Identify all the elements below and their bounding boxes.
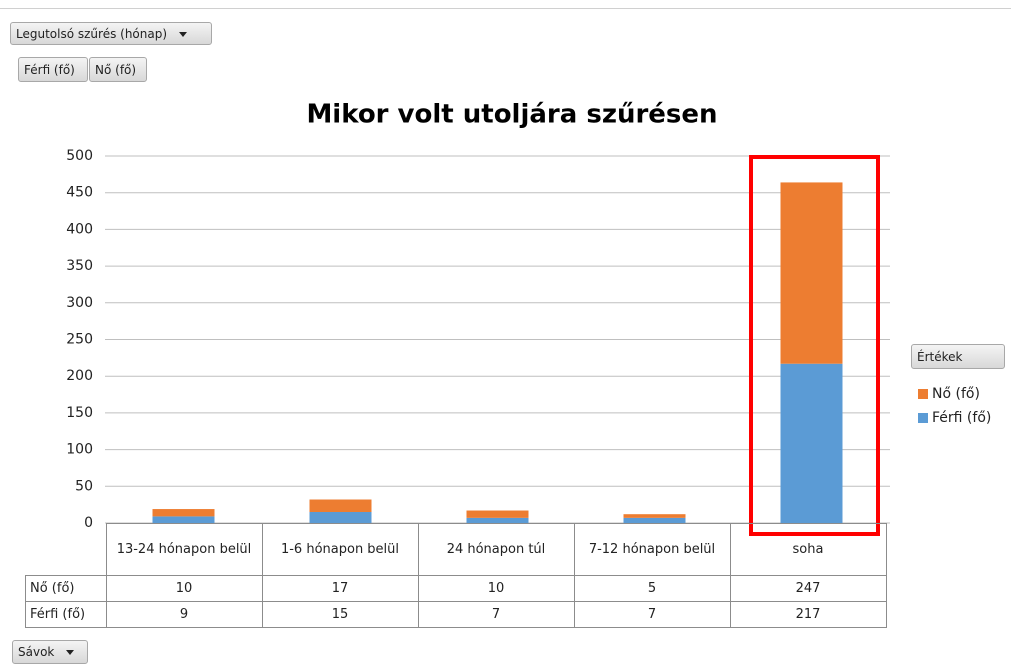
legend-title[interactable]: Értékek xyxy=(911,344,1005,369)
bar-segment xyxy=(780,363,843,523)
y-tick-label: 250 xyxy=(66,332,93,348)
table-value: 7 xyxy=(417,601,575,628)
legend-swatch xyxy=(918,389,928,399)
table-value: 247 xyxy=(729,575,887,602)
bar-segment xyxy=(623,517,686,523)
bar-segment xyxy=(309,499,372,512)
y-tick-label: 500 xyxy=(66,148,93,164)
series-button[interactable]: Nő (fő) xyxy=(89,57,147,82)
table-value: 17 xyxy=(261,575,419,602)
table-value: 5 xyxy=(573,575,731,602)
y-tick-label: 50 xyxy=(75,478,93,494)
frame-line xyxy=(0,8,1011,9)
table-value: 10 xyxy=(105,575,263,602)
bar-segment xyxy=(623,514,686,518)
legend-swatch xyxy=(918,413,928,423)
y-tick-label: 0 xyxy=(84,515,93,531)
category-label: soha xyxy=(729,523,887,576)
legend-label: Férfi (fő) xyxy=(932,410,991,426)
axis-field-label: Sávok xyxy=(18,645,55,659)
y-tick-label: 450 xyxy=(66,185,93,201)
data-table: 13-24 hónapon belül 1-6 hónapon belül 24 h… xyxy=(25,523,887,628)
axis-field-button[interactable]: Sávok xyxy=(12,640,88,664)
filter-button-label: Legutolsó szűrés (hónap) xyxy=(16,27,168,41)
chart-title: Mikor volt utoljára szűrésen xyxy=(306,100,717,130)
table-value: 15 xyxy=(261,601,419,628)
y-tick-label: 400 xyxy=(66,221,93,237)
y-tick-label: 100 xyxy=(66,442,93,458)
category-label: 7-12 hónapon belül xyxy=(573,523,731,576)
table-corner xyxy=(26,524,107,576)
series-button[interactable]: Férfi (fő) xyxy=(18,57,88,82)
category-label: 1-6 hónapon belül xyxy=(261,523,419,576)
dropdown-arrow xyxy=(66,650,75,655)
table-row: Nő (fő) 10 17 10 5 247 xyxy=(25,575,887,602)
bar-segment xyxy=(466,517,529,523)
bar-segment xyxy=(152,509,215,517)
table-header-row: 13-24 hónapon belül 1-6 hónapon belül 24 h… xyxy=(26,523,887,576)
category-label: 24 hónapon túl xyxy=(417,523,575,576)
category-label: 13-24 hónapon belül xyxy=(105,523,263,576)
legend-label: Nő (fő) xyxy=(932,386,980,402)
table-value: 217 xyxy=(729,601,887,628)
filter-button[interactable]: Legutolsó szűrés (hónap) xyxy=(10,22,212,45)
y-tick-label: 350 xyxy=(66,258,93,274)
bar-segment xyxy=(466,510,529,518)
y-tick-label: 200 xyxy=(66,368,93,384)
row-label: Férfi (fő) xyxy=(25,601,107,628)
y-tick-label: 300 xyxy=(66,295,93,311)
bar-segment xyxy=(309,511,372,523)
dropdown-arrow xyxy=(179,32,188,37)
table-value: 9 xyxy=(105,601,263,628)
table-row: Férfi (fő) 9 15 7 7 217 xyxy=(25,601,887,628)
row-label: Nő (fő) xyxy=(25,575,107,602)
bar-segment xyxy=(780,182,843,364)
y-tick-label: 150 xyxy=(66,405,93,421)
table-value: 7 xyxy=(573,601,731,628)
table-value: 10 xyxy=(417,575,575,602)
bar-segment xyxy=(152,516,215,523)
